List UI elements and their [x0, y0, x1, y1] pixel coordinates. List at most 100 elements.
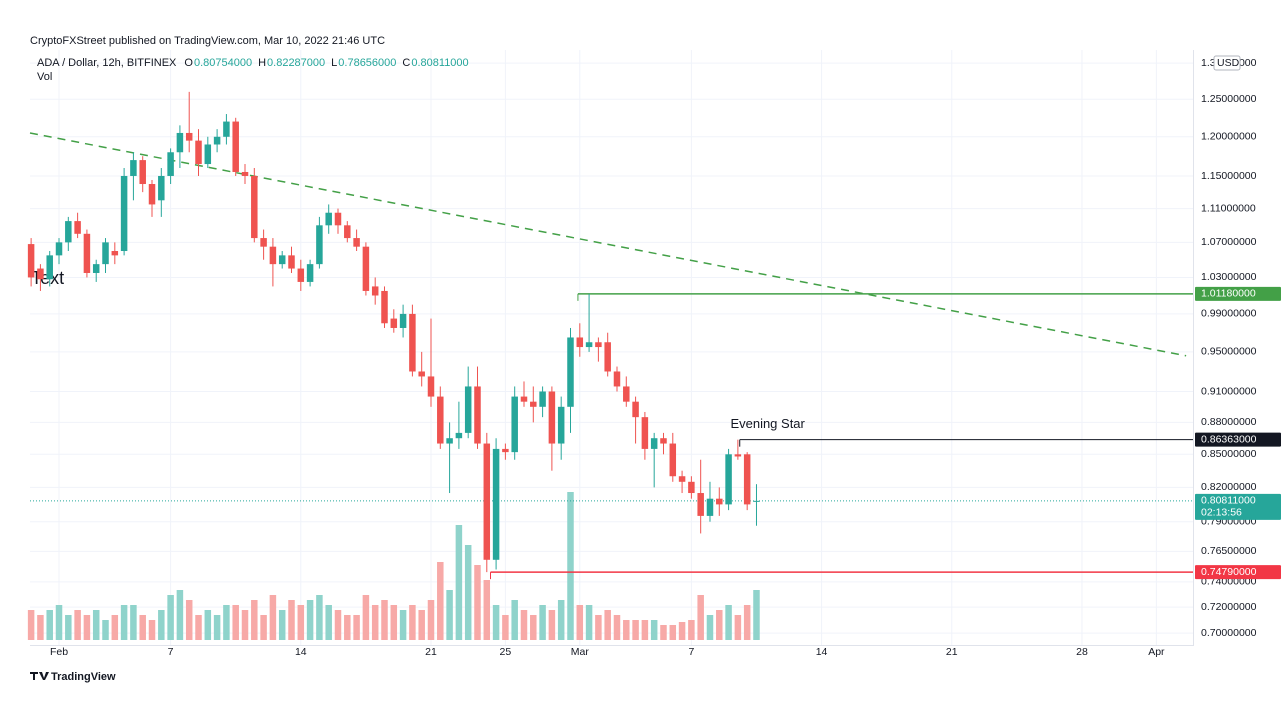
volume-bar	[492, 605, 500, 640]
volume-bar	[446, 590, 453, 640]
volume-bar	[316, 595, 323, 640]
candle-body	[585, 342, 593, 348]
candle-body	[530, 401, 537, 407]
x-tick-label: Mar	[571, 646, 590, 658]
candle-body	[678, 476, 686, 482]
level-label: 1.01180000	[1201, 288, 1256, 300]
volume-bar	[660, 625, 667, 640]
volume-bar	[576, 605, 584, 640]
y-tick-label: 0.91000000	[1201, 385, 1257, 397]
candle-body	[381, 290, 388, 324]
candle-body	[260, 238, 267, 247]
symbol-label: ADA / Dollar, 12h, BITFINEX	[37, 57, 177, 69]
plot-area: Evening StarText	[27, 50, 1193, 645]
volume-bar	[288, 600, 295, 640]
candle-body	[130, 160, 137, 176]
candle-body	[390, 318, 398, 328]
candle-body	[706, 498, 714, 516]
volume-bar	[130, 605, 137, 640]
y-tick-label: 0.72000000	[1201, 601, 1257, 613]
volume-bar	[632, 620, 639, 640]
volume-bar	[381, 600, 388, 640]
volume-label: Vol	[37, 71, 52, 83]
candle-body	[83, 233, 91, 273]
y-tick-label: 0.95000000	[1201, 346, 1257, 358]
candle-body	[362, 246, 370, 291]
candle-body	[344, 225, 351, 239]
ohlc-key: H	[258, 57, 266, 69]
candle-body	[241, 171, 249, 176]
volume-bar	[502, 615, 509, 640]
candle-body	[539, 391, 546, 407]
candle-body	[697, 493, 704, 516]
candle-body	[288, 255, 295, 269]
volume-bar	[734, 615, 742, 640]
level-label: 0.86363000	[1201, 433, 1257, 445]
candle-body	[232, 121, 239, 172]
candle-body	[204, 144, 212, 165]
candle-body	[669, 443, 677, 477]
volume-bar	[204, 610, 212, 640]
volume-bar	[567, 492, 574, 640]
volume-bar	[278, 610, 286, 640]
candle-body	[455, 432, 463, 439]
volume-bar	[697, 595, 704, 640]
volume-bar	[483, 580, 491, 640]
candle-body	[158, 175, 165, 201]
volume-bar	[464, 545, 472, 640]
volume-bar	[102, 620, 109, 640]
candle-body	[595, 342, 602, 348]
candle-body	[46, 255, 53, 280]
volume-bar	[371, 605, 379, 640]
volume-bar	[111, 615, 119, 640]
volume-bar	[437, 562, 444, 640]
candle-body	[74, 221, 81, 234]
level-badge	[1195, 565, 1281, 580]
currency-badge	[1213, 55, 1241, 71]
x-tick-label: 7	[688, 646, 694, 658]
candle-body	[474, 386, 481, 444]
x-tick-label: Feb	[50, 646, 68, 658]
candle-body	[492, 448, 500, 560]
countdown: 02:13:56	[1201, 507, 1242, 519]
candle-body	[371, 286, 379, 296]
volume-bar	[650, 620, 658, 640]
volume-bar	[716, 610, 723, 640]
volume-bar	[725, 605, 732, 640]
candle-body	[316, 225, 323, 265]
volume-bar	[251, 600, 258, 640]
currency: USD	[1217, 57, 1240, 69]
candle-body	[743, 454, 751, 505]
candle-body	[604, 342, 611, 372]
level-badge	[1195, 286, 1281, 301]
volume-bar	[409, 605, 416, 640]
x-tick-label: 21	[946, 646, 958, 658]
volume-bar	[399, 610, 407, 640]
volume-bar	[46, 610, 53, 640]
volume-bar	[139, 615, 146, 640]
volume-bar	[37, 615, 44, 640]
x-tick-label: 21	[425, 646, 437, 658]
candle-body	[725, 454, 732, 505]
volume-bar	[669, 625, 677, 640]
y-tick-label: 1.07000000	[1201, 236, 1257, 248]
volume-bar	[539, 605, 546, 640]
volume-bar	[595, 615, 602, 640]
volume-bar	[353, 615, 360, 640]
volume-bar	[83, 615, 91, 640]
x-tick-label: 25	[500, 646, 512, 658]
volume-bar	[585, 605, 593, 640]
candle-body	[641, 417, 649, 449]
axis-border	[30, 645, 1194, 646]
candle-body	[437, 396, 444, 444]
level-label: 0.74790000	[1201, 566, 1257, 578]
volume-bar	[743, 605, 751, 640]
annotation: Evening Star	[730, 416, 805, 431]
candle-body	[111, 251, 119, 256]
volume-bar	[223, 605, 230, 640]
candle-body	[446, 438, 453, 444]
candle-body	[148, 184, 156, 205]
candle-body	[567, 337, 574, 407]
candle-body	[688, 481, 695, 494]
candle-body	[399, 313, 407, 328]
